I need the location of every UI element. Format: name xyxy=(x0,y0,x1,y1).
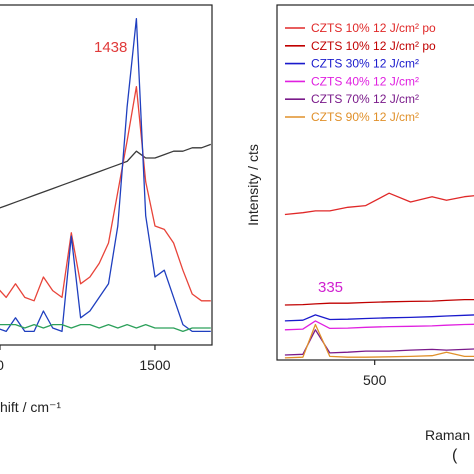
legend-label: CZTS 70% 12 J/cm² xyxy=(311,92,419,106)
legend-label: CZTS 30% 12 J/cm² xyxy=(311,57,419,71)
y-axis-label: Intensity / cts xyxy=(245,144,261,226)
plot-frame xyxy=(276,4,474,361)
line-series xyxy=(284,329,474,356)
line-series xyxy=(0,143,212,209)
legend-label: CZTS 40% 12 J/cm² xyxy=(311,74,419,88)
line-series xyxy=(284,314,474,322)
line-series xyxy=(0,323,211,333)
line-series xyxy=(284,192,474,216)
x-tick-label: 500 xyxy=(363,372,387,388)
line-series xyxy=(284,298,474,306)
annotation: 1438 xyxy=(94,39,127,56)
line-series xyxy=(284,323,474,359)
x-axis-label: Raman xyxy=(425,427,470,443)
x-tick-label: 1500 xyxy=(139,357,170,373)
annotation: 335 xyxy=(318,279,343,296)
panel-label: ( xyxy=(452,447,458,464)
x-tick-label: 0 xyxy=(0,357,4,373)
line-series xyxy=(0,17,211,333)
plot-frame xyxy=(0,4,213,346)
line-series xyxy=(0,85,211,302)
x-axis-label: hift / cm⁻¹ xyxy=(0,399,61,415)
legend-label: CZTS 10% 12 J/cm² po xyxy=(311,39,436,53)
legend-label: CZTS 10% 12 J/cm² po xyxy=(311,21,436,35)
line-series xyxy=(284,320,474,331)
legend-label: CZTS 90% 12 J/cm² xyxy=(311,110,419,124)
